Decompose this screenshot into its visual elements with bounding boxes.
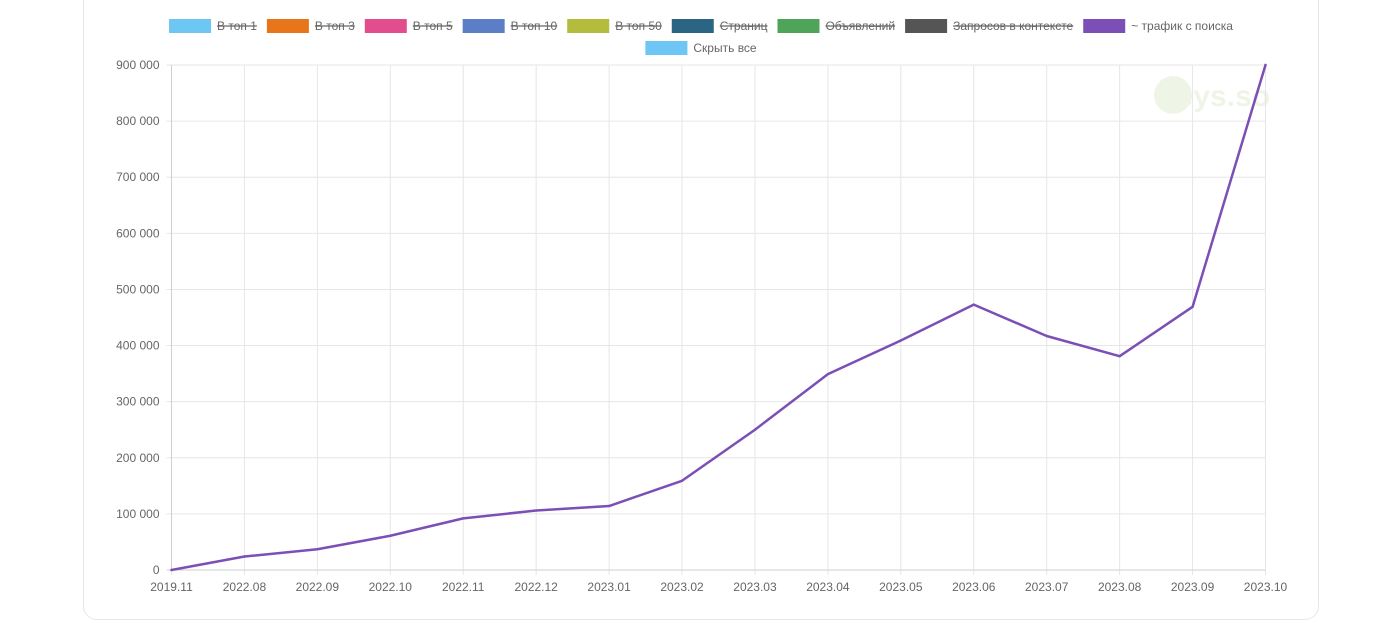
keys-so-logo-circle	[1154, 76, 1192, 114]
chart-card	[83, 0, 1319, 620]
x-tick-label: 2023.07	[1025, 580, 1069, 594]
data-point	[316, 548, 319, 551]
x-tick-label: 2023.06	[952, 580, 996, 594]
data-point	[899, 339, 903, 342]
legend-item[interactable]: В топ 5	[364, 19, 453, 33]
legend-swatch	[462, 19, 505, 33]
y-tick-label: 800 000	[116, 114, 160, 128]
data-point	[534, 509, 538, 512]
chart-grid	[166, 64, 1266, 575]
data-point	[972, 303, 975, 306]
x-tick-label: 2023.10	[1244, 580, 1288, 594]
legend-swatch	[266, 19, 309, 33]
legend-item[interactable]: Объявлений	[777, 19, 895, 33]
data-point	[607, 504, 611, 508]
data-point	[1264, 63, 1267, 67]
y-tick-label: 500 000	[116, 282, 160, 296]
chart-series	[170, 63, 1267, 572]
x-tick-label: 2023.03	[733, 580, 777, 594]
y-axis-ticks: 0 100 000 200 000 300 000 400 000 500 000 600 …	[116, 58, 160, 577]
x-tick-label: 2022.12	[514, 580, 558, 594]
legend-item[interactable]: Скрыть все	[645, 41, 757, 55]
x-tick-label: 2023.05	[879, 580, 923, 594]
data-point	[170, 568, 173, 572]
legend-item[interactable]: В топ 10	[462, 19, 558, 33]
y-tick-label: 100 000	[116, 507, 160, 521]
x-tick-label: 2023.01	[587, 580, 631, 594]
legend-swatch	[169, 19, 212, 33]
y-tick-label: 900 000	[116, 58, 160, 72]
legend-item[interactable]: ~ трафик с поиска	[1083, 19, 1233, 33]
x-tick-label: 2023.04	[806, 580, 850, 594]
y-tick-label: 200 000	[116, 451, 160, 465]
data-point	[462, 517, 465, 520]
data-point	[826, 372, 830, 376]
x-tick-label: 2022.09	[296, 580, 340, 594]
legend-swatch	[364, 19, 407, 33]
chart-legend: В топ 1 В топ 3 В топ 5 В топ 10 В топ 50 Стр…	[169, 19, 1233, 55]
legend-swatch	[1083, 19, 1126, 33]
y-tick-label: 400 000	[116, 339, 160, 353]
y-tick-label: 300 000	[116, 395, 160, 409]
data-point	[753, 428, 757, 431]
x-tick-label: 2023.08	[1098, 580, 1142, 594]
data-point	[1118, 355, 1121, 358]
legend-item[interactable]: В топ 1	[169, 19, 257, 33]
legend-item[interactable]: Страниц	[671, 19, 768, 33]
x-tick-label: 2022.08	[223, 580, 267, 594]
legend-item[interactable]: В топ 50	[567, 19, 662, 33]
legend-swatch	[671, 19, 714, 33]
series-line-search-traffic	[170, 63, 1267, 572]
x-tick-label: 2023.02	[660, 580, 704, 594]
legend-label: Скрыть все	[693, 41, 757, 55]
x-axis-ticks: 2019.11 2022.08 2022.09 2022.10 2022.11 2022.…	[150, 580, 1287, 594]
legend-label: ~ трафик с поиска	[1131, 19, 1233, 33]
legend-swatch	[645, 41, 688, 55]
legend-swatch	[905, 19, 948, 33]
y-tick-label: 600 000	[116, 226, 160, 240]
x-tick-label: 2022.10	[369, 580, 413, 594]
legend-item[interactable]: В топ 3	[266, 19, 355, 33]
x-tick-label: 2023.09	[1171, 580, 1215, 594]
x-tick-label: 2019.11	[150, 580, 193, 594]
y-tick-label: 700 000	[116, 170, 160, 184]
data-point	[1045, 334, 1048, 338]
x-tick-label: 2022.11	[442, 580, 485, 594]
data-point	[389, 534, 392, 537]
y-tick-label: 0	[153, 563, 160, 577]
data-point	[680, 479, 684, 482]
data-point	[1191, 305, 1194, 309]
data-point	[243, 555, 246, 558]
legend-swatch	[567, 19, 610, 33]
legend-item[interactable]: Запросов в контексте	[905, 19, 1074, 33]
legend-swatch	[777, 19, 820, 33]
